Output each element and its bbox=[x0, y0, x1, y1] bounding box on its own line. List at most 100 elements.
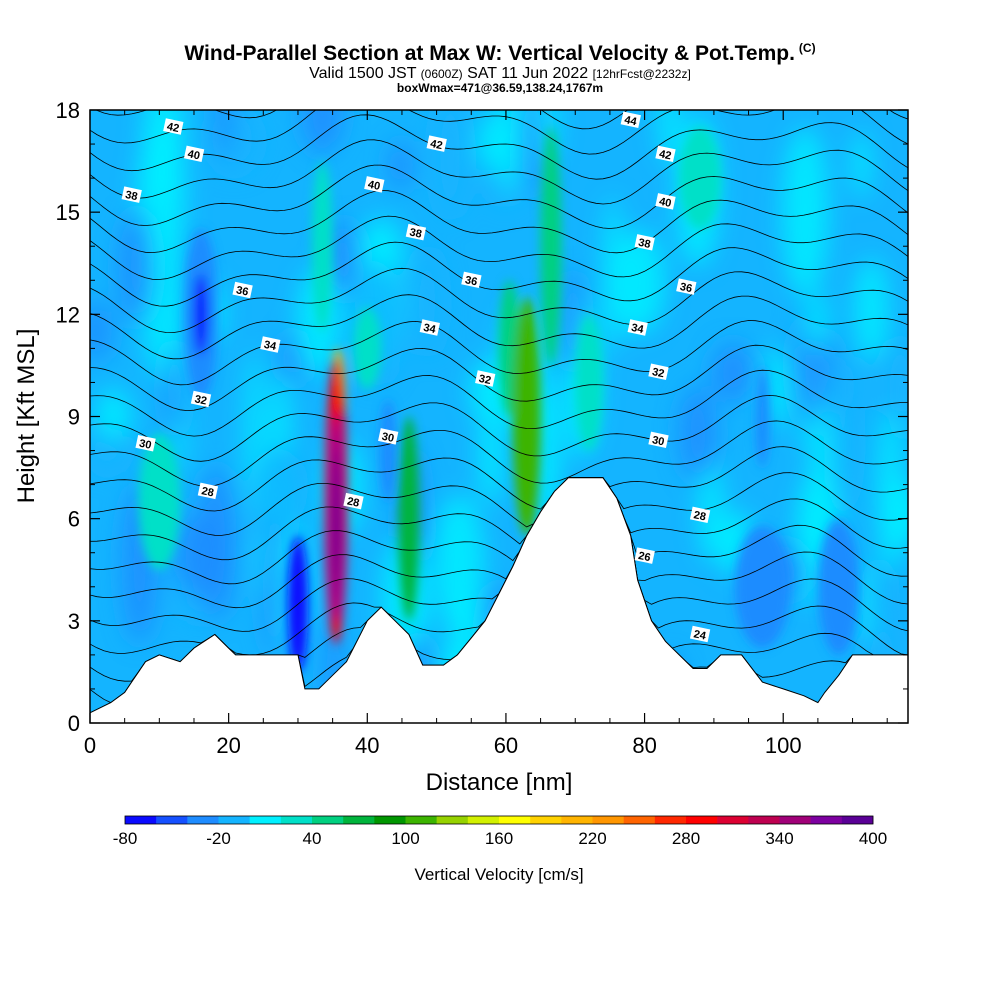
colorbar-swatch bbox=[654, 816, 687, 824]
velocity-feature bbox=[379, 399, 397, 502]
isotherm-label-text: 34 bbox=[630, 322, 645, 336]
isotherm-line bbox=[90, 267, 908, 334]
velocity-patch bbox=[118, 210, 155, 325]
velocity-patch bbox=[478, 402, 504, 506]
x-tick-label: 60 bbox=[494, 733, 518, 758]
isotherm-label: 38 bbox=[121, 186, 142, 203]
isotherm-line bbox=[90, 477, 908, 585]
colorbar-tick-label: 340 bbox=[765, 829, 793, 848]
y-tick-label: 6 bbox=[68, 507, 80, 532]
isotherm-label: 28 bbox=[343, 492, 364, 510]
velocity-patch bbox=[854, 257, 889, 361]
isotherm-label-box bbox=[163, 118, 184, 135]
isotherm-label: 36 bbox=[676, 278, 697, 295]
isotherm-label-text: 24 bbox=[693, 628, 708, 642]
isotherm-label-box bbox=[620, 111, 641, 128]
x-tick-label: 20 bbox=[216, 733, 240, 758]
y-tick-label: 0 bbox=[68, 711, 80, 736]
colorbar-labels: -80 -20 40 100 160 220 280 340 400 bbox=[113, 829, 887, 848]
colorbar-swatch bbox=[686, 816, 718, 824]
colorbar-swatch bbox=[841, 816, 874, 824]
colorbar-tick-label: -20 bbox=[206, 829, 231, 848]
y-axis-title: Height [Kft MSL] bbox=[13, 329, 40, 504]
isotherm-label: 40 bbox=[364, 176, 385, 193]
colorbar-swatch bbox=[187, 816, 219, 824]
x-tick-label: 80 bbox=[632, 733, 656, 758]
isotherm-line bbox=[90, 164, 908, 229]
colorbar bbox=[124, 815, 874, 825]
isotherm-label-box bbox=[183, 145, 205, 163]
isotherm-label-text: 28 bbox=[200, 485, 214, 499]
isotherm-line bbox=[90, 190, 908, 254]
isotherm-line bbox=[90, 369, 908, 437]
isotherm-label: 36 bbox=[461, 271, 482, 288]
title-block: Wind-Parallel Section at Max W: Vertical… bbox=[0, 36, 1000, 95]
isotherm-line bbox=[90, 241, 908, 307]
isotherm-label-box bbox=[405, 223, 427, 241]
x-tick-label: 0 bbox=[84, 733, 96, 758]
colorbar-swatch bbox=[156, 816, 188, 824]
x-tick-label: 100 bbox=[765, 733, 802, 758]
colorbar-swatch bbox=[499, 816, 531, 824]
valid-zulu: (0600Z) bbox=[420, 67, 463, 81]
isotherm-label-box bbox=[648, 431, 669, 449]
velocity-patch bbox=[499, 110, 523, 196]
y-tick-label: 12 bbox=[56, 302, 80, 327]
isotherm-label-box bbox=[627, 319, 648, 336]
isotherm-line bbox=[90, 394, 908, 462]
isotherm-label-text: 40 bbox=[367, 179, 381, 193]
plot-area: 42 44 42 40 42 40 38 40 38 38 36 36 36 34 34 34 32 32 32 30… bbox=[90, 110, 908, 723]
isotherm-label-box bbox=[634, 234, 655, 251]
colorbar-swatch bbox=[249, 816, 282, 824]
velocity-patch bbox=[711, 342, 755, 403]
isotherm-label: 32 bbox=[190, 390, 212, 408]
colorbar-swatch bbox=[561, 816, 593, 824]
isotherm-line bbox=[90, 114, 908, 180]
velocity-patch bbox=[782, 127, 829, 298]
isotherm-line bbox=[90, 294, 908, 360]
velocity-patch bbox=[90, 300, 112, 361]
isotherm-line bbox=[90, 446, 908, 512]
colorbar-swatch bbox=[717, 816, 749, 824]
isotherm-label-box bbox=[343, 492, 364, 510]
isotherm-label: 42 bbox=[655, 145, 676, 162]
colorbar-tick-label: -80 bbox=[113, 829, 138, 848]
isotherm-label-text: 36 bbox=[464, 274, 478, 288]
velocity-patch bbox=[851, 131, 871, 199]
isotherm-label-box bbox=[232, 281, 253, 299]
isotherm-label-text: 32 bbox=[478, 373, 492, 387]
isotherm-label-box bbox=[426, 135, 447, 152]
velocity-feature-core bbox=[334, 472, 338, 565]
isotherm-label-text: 34 bbox=[422, 322, 437, 336]
x-axis-ticks: 0 20 40 60 80 100 bbox=[84, 110, 888, 758]
colorbar-swatch bbox=[623, 816, 656, 824]
isotherm-label: 32 bbox=[475, 370, 496, 387]
isotherm-line bbox=[90, 344, 908, 412]
isotherm-line bbox=[90, 139, 908, 205]
colorbar-swatch bbox=[748, 816, 780, 824]
x-axis-title: Distance [nm] bbox=[426, 769, 573, 796]
colorbar-swatch bbox=[467, 816, 500, 824]
isotherm-label-box bbox=[676, 278, 697, 295]
box-max-info: boxWmax=471@36.59,138.24,1767m bbox=[396, 81, 604, 95]
colorbar-swatch bbox=[405, 816, 437, 824]
y-tick-label: 3 bbox=[68, 609, 80, 634]
isotherm-line bbox=[90, 420, 908, 487]
isotherm-label-text: 30 bbox=[138, 438, 152, 452]
velocity-patch bbox=[95, 388, 132, 441]
isotherm-label: 26 bbox=[634, 547, 655, 564]
isotherm-label-text: 30 bbox=[381, 431, 395, 445]
copyright-mark: (C) bbox=[798, 41, 816, 55]
isotherm-label: 38 bbox=[405, 223, 427, 241]
x-tick-label: 40 bbox=[355, 733, 379, 758]
velocity-patch bbox=[262, 519, 286, 657]
velocity-patch bbox=[763, 347, 789, 426]
velocity-feature bbox=[353, 307, 382, 390]
isotherm-label: 30 bbox=[135, 434, 156, 452]
isotherm-label-text: 36 bbox=[679, 281, 693, 295]
velocity-patch bbox=[868, 556, 893, 643]
isotherm-label-box bbox=[655, 193, 676, 210]
isotherm-label: 40 bbox=[183, 145, 205, 163]
velocity-patch bbox=[603, 196, 623, 353]
isotherm-label-text: 34 bbox=[263, 339, 278, 353]
